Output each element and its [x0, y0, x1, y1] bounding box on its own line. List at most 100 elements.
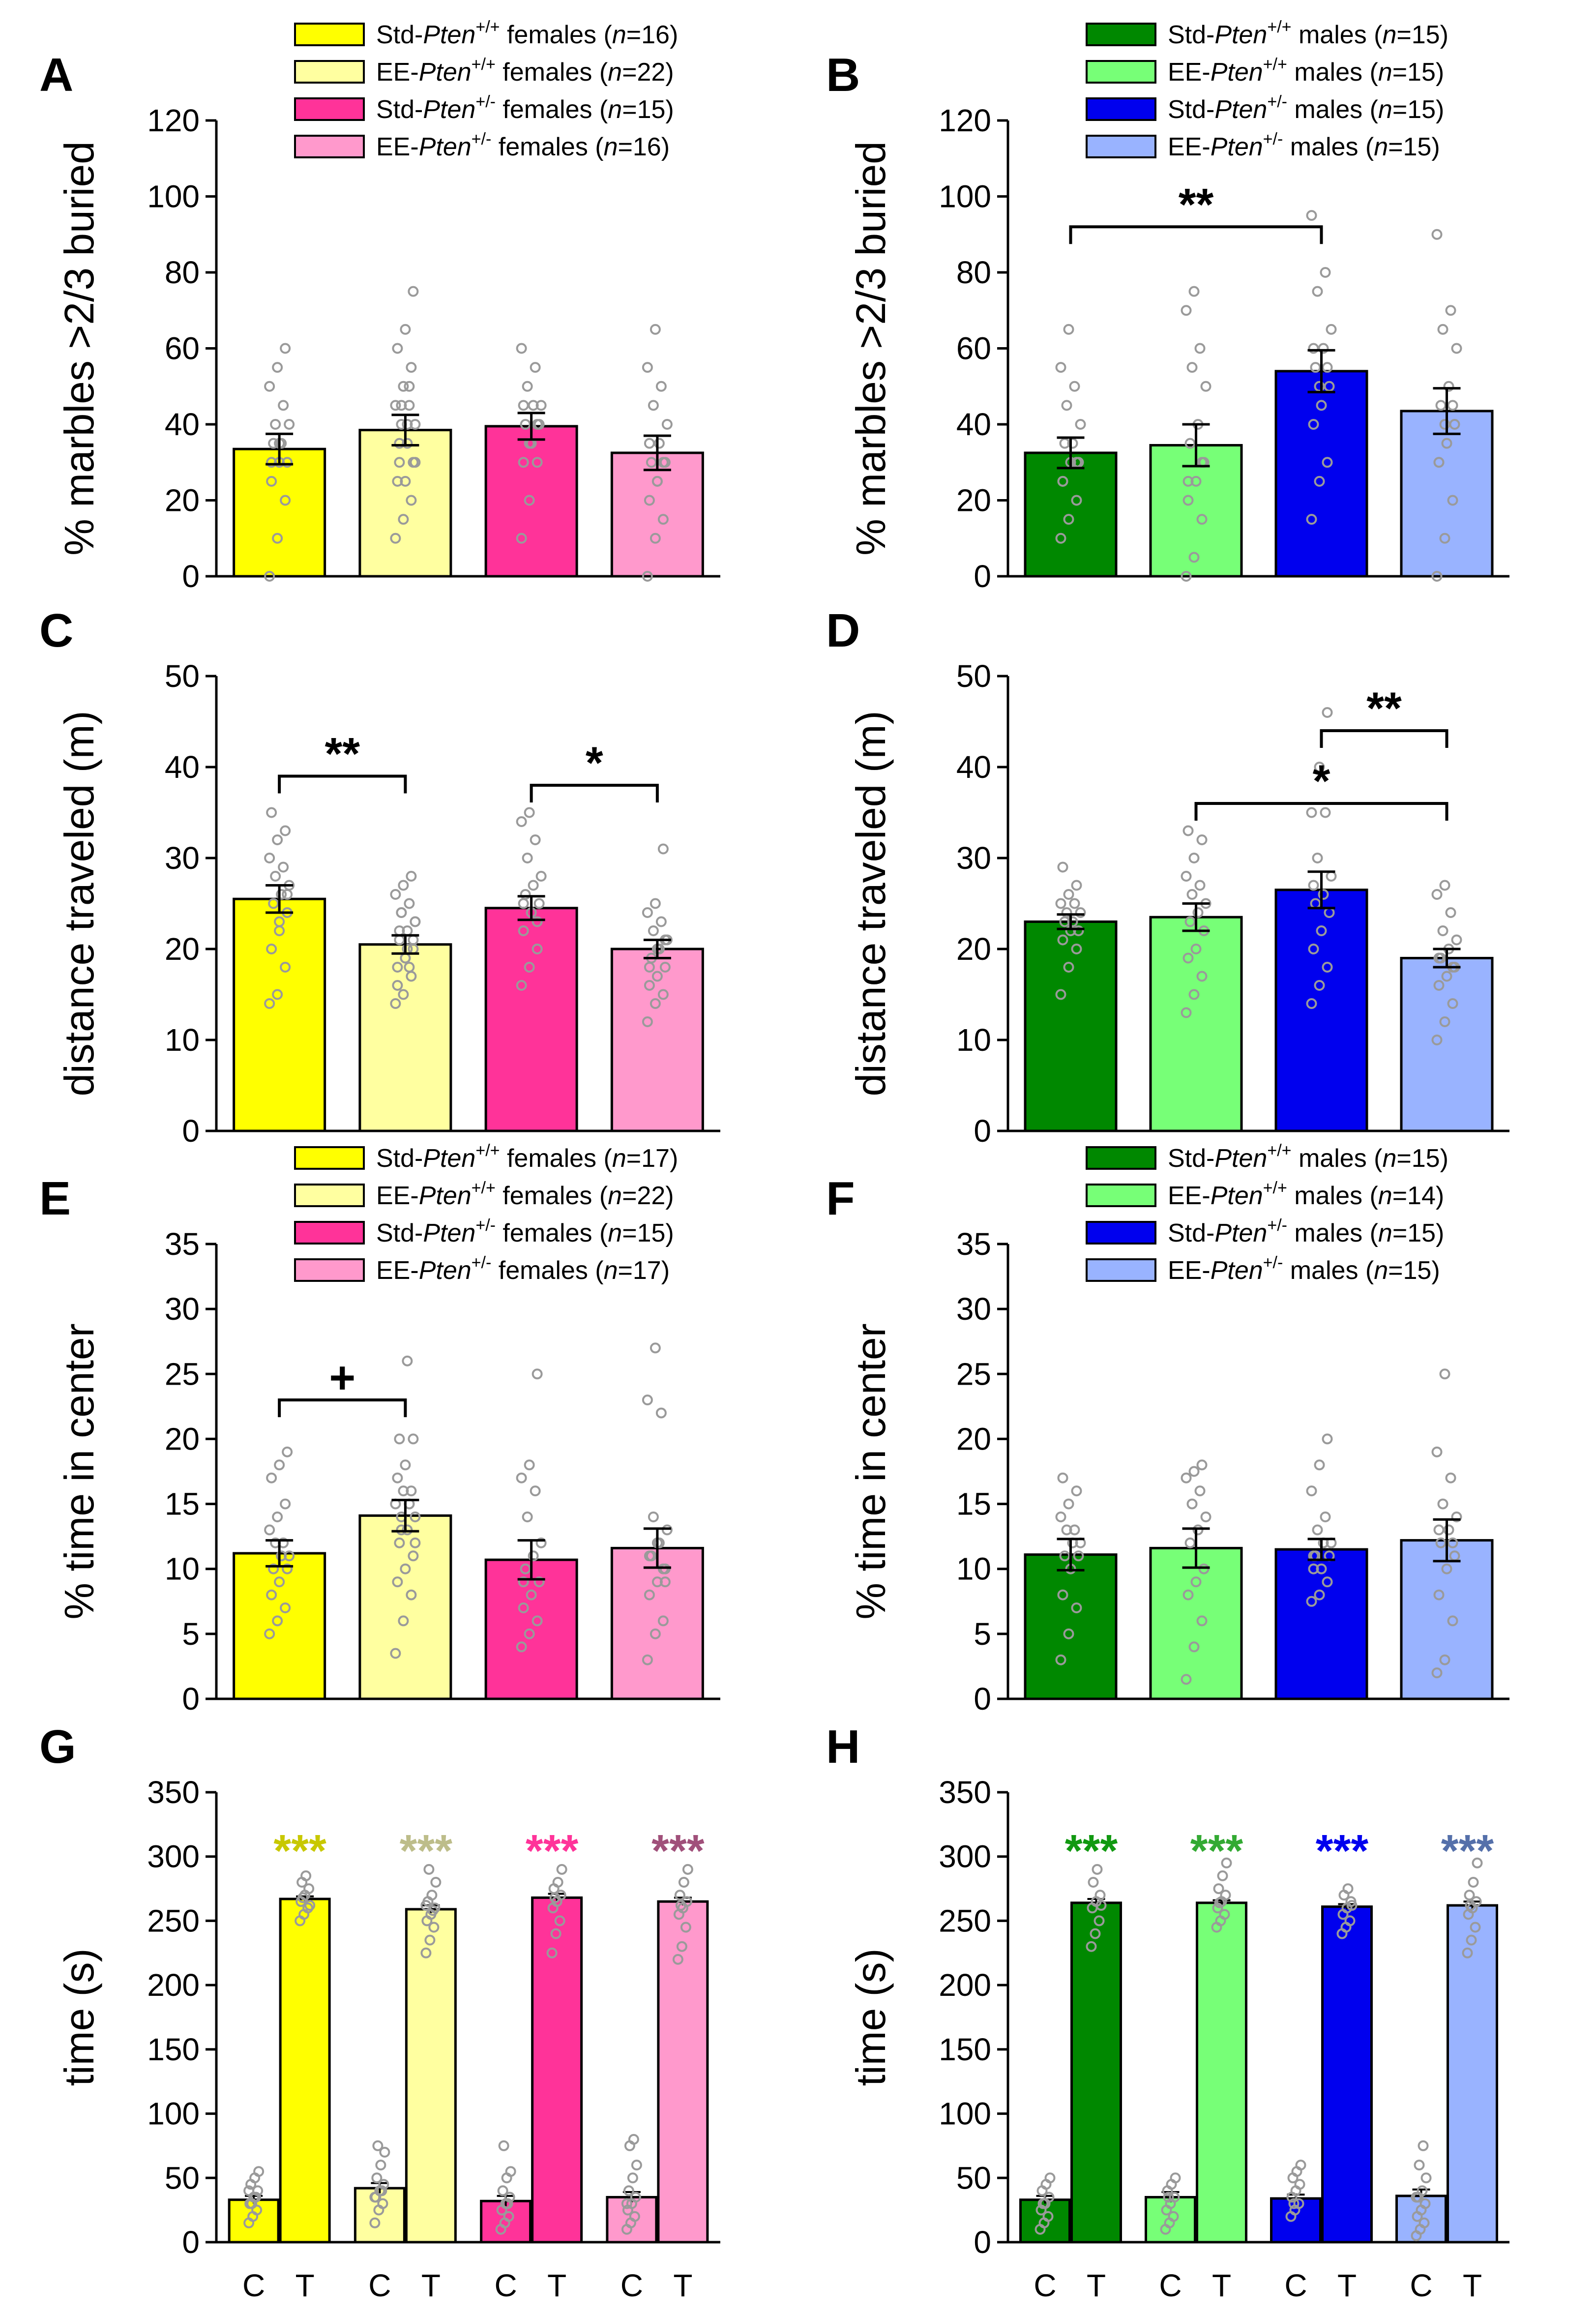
- data-point: [528, 1550, 539, 1562]
- y-tick-label: 30: [956, 1291, 991, 1327]
- data-point: [502, 2198, 513, 2209]
- data-point: [1314, 762, 1325, 772]
- data-point: [532, 1368, 543, 1380]
- data-point: [406, 362, 417, 373]
- legend-count: =15): [1388, 133, 1440, 161]
- data-point: [1200, 381, 1212, 392]
- data-point: [1294, 2179, 1305, 2190]
- data-point: [270, 871, 281, 882]
- data-point: [272, 834, 283, 845]
- legend-sup: +/-: [1263, 130, 1283, 148]
- data-point: [280, 1602, 291, 1613]
- data-point: [1439, 1654, 1450, 1665]
- bar-t-1: [405, 1908, 457, 2244]
- significance-label: +: [329, 1353, 355, 1403]
- data-point: [1188, 552, 1200, 563]
- data-point: [1306, 1596, 1317, 1607]
- data-point: [398, 880, 409, 891]
- data-point: [650, 998, 661, 1009]
- data-point: [524, 1459, 535, 1471]
- data-point: [1451, 1512, 1462, 1522]
- data-point: [524, 807, 535, 818]
- data-point: [532, 944, 543, 954]
- x-tick-label: C: [1284, 2268, 1307, 2303]
- data-point: [1312, 1524, 1323, 1536]
- data-point: [1163, 2192, 1174, 2203]
- data-point: [406, 495, 417, 506]
- legend-swatch: [294, 135, 365, 158]
- legend-entry: EE-Pten+/- females (n=16): [376, 130, 670, 161]
- y-tick-label: 20: [165, 1421, 200, 1456]
- data-point: [1073, 925, 1084, 936]
- legend-suffix: males (: [1292, 1144, 1383, 1173]
- data-point: [1342, 1883, 1354, 1895]
- legend-swatch: [1086, 1258, 1156, 1282]
- data-point: [1182, 825, 1194, 836]
- data-point: [1433, 1589, 1445, 1601]
- data-point: [1196, 1615, 1208, 1627]
- data-point: [651, 475, 663, 487]
- data-point: [644, 1589, 655, 1601]
- legend-count: =22): [622, 1182, 674, 1210]
- data-point: [1063, 324, 1074, 335]
- data-point: [503, 2211, 514, 2222]
- y-tick-label: 10: [165, 1022, 200, 1058]
- bar-0: [1024, 1553, 1118, 1700]
- data-point: [1419, 2217, 1430, 2228]
- data-point: [1169, 2192, 1180, 2203]
- data-point: [522, 853, 533, 863]
- data-point: [524, 495, 535, 506]
- legend-gene: Pten: [1211, 1182, 1263, 1210]
- panel-letter: A: [39, 49, 73, 101]
- bar-0: [233, 447, 326, 578]
- data-point: [274, 1576, 285, 1588]
- data-point: [535, 871, 547, 882]
- data-point: [516, 816, 527, 827]
- x-tick-label: C: [368, 2268, 391, 2303]
- data-point: [1443, 381, 1454, 392]
- legend-n: n: [608, 1219, 622, 1247]
- data-point: [406, 1485, 417, 1497]
- data-point: [270, 419, 281, 430]
- data-point: [1295, 2160, 1306, 2171]
- data-point: [648, 1512, 659, 1522]
- data-point: [376, 2185, 387, 2196]
- legend-prefix: EE-: [1168, 1182, 1211, 1210]
- data-point: [398, 1615, 409, 1627]
- data-point: [1308, 944, 1319, 954]
- legend-swatch: [294, 1184, 365, 1207]
- data-point: [1465, 1900, 1476, 1911]
- data-point: [1417, 2185, 1428, 2196]
- y-axis-title: % time in center: [848, 1323, 894, 1619]
- data-point: [644, 495, 655, 506]
- data-point: [644, 980, 655, 991]
- legend-swatch: [1086, 97, 1156, 121]
- data-point: [400, 324, 411, 335]
- data-point: [631, 2160, 642, 2171]
- panel-letter: C: [39, 604, 73, 657]
- data-point: [526, 1589, 537, 1601]
- legend-gene: Pten: [423, 1144, 475, 1173]
- data-point: [1071, 944, 1082, 954]
- data-point: [1069, 1524, 1080, 1536]
- legend-count: =15): [1396, 1144, 1448, 1173]
- bar-1: [358, 1514, 452, 1700]
- legend-count: =15): [1392, 95, 1445, 124]
- data-point: [1447, 495, 1458, 506]
- data-point: [1314, 1459, 1325, 1471]
- bar-2: [1274, 370, 1368, 578]
- data-point: [264, 853, 275, 863]
- legend-n: n: [612, 1144, 626, 1173]
- data-point: [1061, 907, 1072, 918]
- bar-0: [1024, 920, 1118, 1132]
- legend-gene: Pten: [1211, 58, 1263, 87]
- y-tick-label: 25: [165, 1356, 200, 1392]
- y-tick-label: 40: [165, 407, 200, 442]
- data-point: [680, 1922, 691, 1933]
- data-point: [1037, 2198, 1049, 2209]
- data-point: [1312, 853, 1323, 863]
- data-point: [1320, 807, 1331, 818]
- data-point: [1322, 1576, 1333, 1588]
- y-tick-label: 20: [956, 483, 991, 518]
- legend-swatch: [294, 23, 365, 46]
